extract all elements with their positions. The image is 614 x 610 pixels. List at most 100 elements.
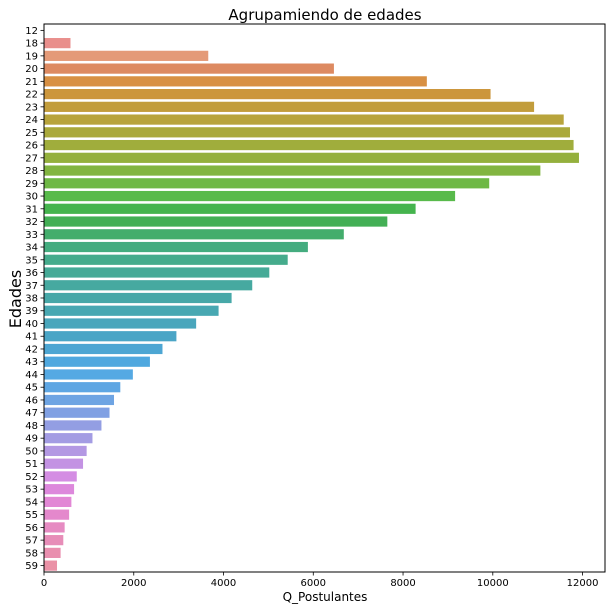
bar-32 xyxy=(44,216,388,227)
x-tick-label: 8000 xyxy=(390,578,415,589)
y-tick-label: 33 xyxy=(25,230,38,241)
y-tick-label: 59 xyxy=(25,561,38,572)
y-tick-label: 22 xyxy=(25,90,38,101)
x-tick-label: 0 xyxy=(41,578,47,589)
y-tick-label: 55 xyxy=(25,510,38,521)
y-ticks-layer: 1218192021222324252627282930313233343536… xyxy=(25,26,44,572)
x-tick-label: 4000 xyxy=(211,578,236,589)
bar-52 xyxy=(44,471,77,482)
bars-layer xyxy=(44,25,579,571)
y-tick-label: 34 xyxy=(25,243,38,254)
y-tick-label: 50 xyxy=(25,446,38,457)
y-tick-label: 35 xyxy=(25,255,38,266)
bar-28 xyxy=(44,165,541,176)
bar-44 xyxy=(44,369,133,380)
y-tick-label: 18 xyxy=(25,39,38,50)
bar-19 xyxy=(44,50,209,61)
y-tick-label: 37 xyxy=(25,281,38,292)
y-tick-label: 24 xyxy=(25,115,38,126)
bar-23 xyxy=(44,101,535,112)
bar-42 xyxy=(44,343,163,355)
bar-56 xyxy=(44,522,65,533)
y-tick-label: 25 xyxy=(25,128,38,139)
y-tick-label: 57 xyxy=(25,536,38,547)
y-tick-label: 53 xyxy=(25,485,38,496)
bar-37 xyxy=(44,280,253,291)
y-tick-label: 27 xyxy=(25,153,38,164)
bar-53 xyxy=(44,484,75,495)
bar-41 xyxy=(44,331,177,342)
y-tick-label: 51 xyxy=(25,459,38,470)
plot-frame xyxy=(43,23,606,573)
y-tick-label: 49 xyxy=(25,434,38,445)
bar-31 xyxy=(44,203,416,214)
bar-27 xyxy=(44,152,579,163)
y-tick-label: 56 xyxy=(25,523,38,534)
bar-51 xyxy=(44,458,84,469)
bar-45 xyxy=(44,382,121,393)
x-tick-label: 10000 xyxy=(477,578,509,589)
y-tick-label: 41 xyxy=(25,332,38,343)
y-tick-label: 46 xyxy=(25,395,38,406)
bar-54 xyxy=(44,496,72,508)
y-tick-label: 28 xyxy=(25,166,38,177)
y-axis-title: Edades xyxy=(6,270,25,328)
x-ticks-layer: 0 2000 4000 6000 8000 10000 12000 xyxy=(41,572,599,589)
bar-40 xyxy=(44,318,197,329)
y-tick-label: 52 xyxy=(25,472,38,483)
y-tick-label: 12 xyxy=(25,26,38,37)
y-tick-label: 20 xyxy=(25,64,38,75)
bar-36 xyxy=(44,267,270,278)
y-tick-label: 29 xyxy=(25,179,38,190)
x-tick-label: 6000 xyxy=(301,578,326,589)
bar-21 xyxy=(44,76,427,87)
bar-58 xyxy=(44,547,61,558)
bar-46 xyxy=(44,394,115,406)
bar-59 xyxy=(44,560,58,571)
y-tick-label: 58 xyxy=(25,548,38,559)
bar-26 xyxy=(44,139,574,151)
bar-20 xyxy=(44,63,334,74)
bar-24 xyxy=(44,114,564,125)
bar-47 xyxy=(44,407,110,418)
bar-38 xyxy=(44,292,232,304)
y-tick-label: 43 xyxy=(25,357,38,368)
y-tick-label: 26 xyxy=(25,141,38,152)
bar-55 xyxy=(44,509,70,520)
chart-title: Agrupamiendo de edades xyxy=(228,6,421,24)
x-tick-label: 2000 xyxy=(121,578,146,589)
y-tick-label: 42 xyxy=(25,344,38,355)
y-tick-label: 47 xyxy=(25,408,38,419)
y-tick-label: 39 xyxy=(25,306,38,317)
bar-57 xyxy=(44,535,64,546)
y-tick-label: 48 xyxy=(25,421,38,432)
y-tick-label: 45 xyxy=(25,383,38,394)
bar-50 xyxy=(44,445,87,457)
bar-39 xyxy=(44,305,219,316)
y-tick-label: 44 xyxy=(25,370,38,381)
bar-22 xyxy=(44,89,491,100)
y-tick-label: 30 xyxy=(25,192,38,203)
y-tick-label: 21 xyxy=(25,77,38,88)
x-axis-title: Q_Postulantes xyxy=(283,590,368,604)
bar-34 xyxy=(44,241,308,253)
y-tick-label: 19 xyxy=(25,51,38,62)
y-tick-label: 36 xyxy=(25,268,38,279)
y-tick-label: 40 xyxy=(25,319,38,330)
bar-49 xyxy=(44,433,93,444)
y-tick-label: 23 xyxy=(25,102,38,113)
bar-18 xyxy=(44,38,71,49)
bar-30 xyxy=(44,190,456,202)
y-tick-label: 38 xyxy=(25,294,38,305)
bar-33 xyxy=(44,229,344,240)
bar-43 xyxy=(44,356,150,367)
bar-35 xyxy=(44,254,288,265)
y-tick-label: 31 xyxy=(25,204,38,215)
y-tick-label: 32 xyxy=(25,217,38,228)
bar-29 xyxy=(44,178,490,189)
y-tick-label: 54 xyxy=(25,497,38,508)
x-tick-label: 12000 xyxy=(567,578,599,589)
bar-25 xyxy=(44,127,570,138)
